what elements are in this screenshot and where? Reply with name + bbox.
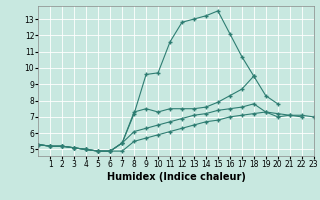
X-axis label: Humidex (Indice chaleur): Humidex (Indice chaleur)	[107, 172, 245, 182]
